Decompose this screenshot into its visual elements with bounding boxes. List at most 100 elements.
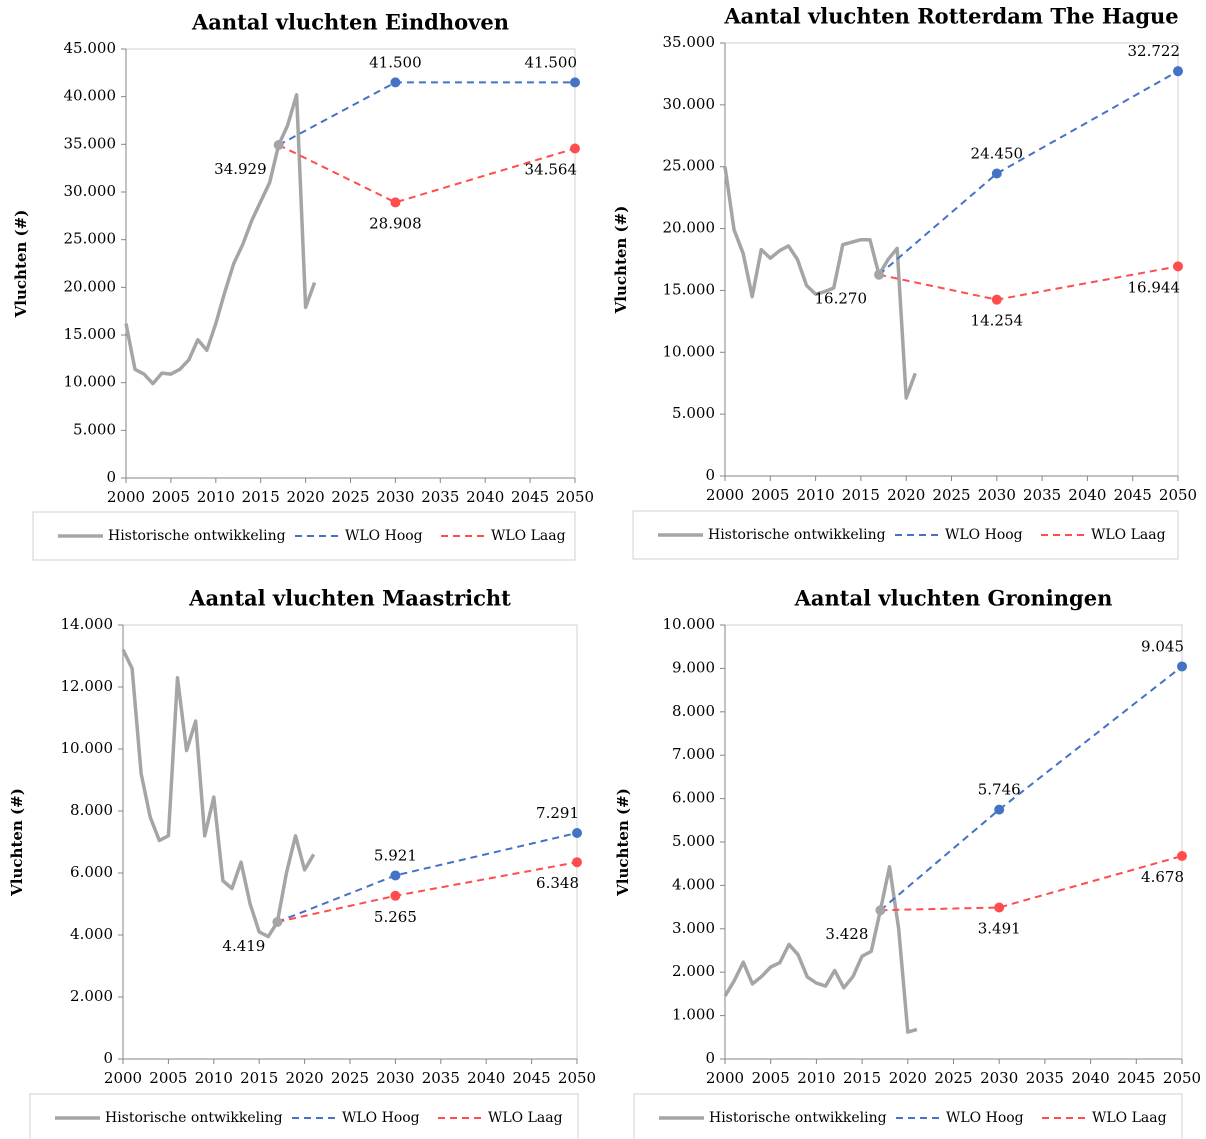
data-point xyxy=(570,143,580,154)
y-tick-label: 2.000 xyxy=(672,962,715,980)
x-tick-label: 2030 xyxy=(376,488,414,506)
plot-frame xyxy=(122,624,578,1060)
y-tick-label: 5.000 xyxy=(672,404,715,422)
x-tick-label: 2040 xyxy=(467,1069,505,1087)
data-label: 3.491 xyxy=(978,919,1021,937)
legend-box xyxy=(633,1093,1183,1139)
y-tick-label: 0 xyxy=(106,468,116,486)
x-tick-label: 2015 xyxy=(240,1069,278,1087)
y-tick-label: 0 xyxy=(705,1049,715,1067)
x-tick-label: 2035 xyxy=(422,1069,460,1087)
y-axis-label: Vluchten (#) xyxy=(612,206,630,315)
data-point xyxy=(390,77,401,88)
x-tick-label: 2040 xyxy=(1068,486,1106,504)
y-tick-label: 8.000 xyxy=(70,801,113,819)
data-point xyxy=(1177,850,1187,861)
x-tick-label: 2050 xyxy=(558,1069,596,1087)
legend-label: WLO Hoog xyxy=(946,1110,1024,1126)
y-tick-label: 0 xyxy=(705,466,715,484)
data-label: 14.254 xyxy=(971,312,1024,330)
data-label: 4.678 xyxy=(1141,868,1184,886)
y-tick-label: 30.000 xyxy=(64,182,117,200)
panel: Aantal vluchten Rotterdam The Hague Vluch… xyxy=(612,4,1197,560)
y-tick-label: 35.000 xyxy=(663,33,716,51)
series-line xyxy=(121,649,316,939)
x-tick-label: 2000 xyxy=(706,486,744,504)
data-point xyxy=(390,197,401,208)
series-line xyxy=(723,864,918,1034)
x-tick-label: 2045 xyxy=(511,488,549,506)
y-tick-label: 10.000 xyxy=(663,615,716,633)
data-point xyxy=(272,917,283,928)
data-point xyxy=(1173,261,1183,272)
data-label: 41.500 xyxy=(525,53,578,71)
y-tick-label: 12.000 xyxy=(61,677,114,695)
x-tick-label: 2010 xyxy=(797,486,835,504)
y-tick-label: 4.000 xyxy=(70,925,113,943)
x-tick-label: 2005 xyxy=(752,1069,790,1087)
y-tick-label: 20.000 xyxy=(64,277,117,295)
x-tick-label: 2045 xyxy=(1114,486,1152,504)
y-tick-label: 10.000 xyxy=(61,739,114,757)
x-tick-label: 2015 xyxy=(842,486,880,504)
y-tick-label: 3.000 xyxy=(672,919,715,937)
data-point xyxy=(273,140,284,151)
series-line xyxy=(723,166,917,400)
y-tick-label: 10.000 xyxy=(663,342,716,360)
data-label: 7.291 xyxy=(536,804,579,822)
y-tick-label: 6.000 xyxy=(70,863,113,881)
panel: Aantal vluchten Groningen Vluchten (#) 0 1.… xyxy=(614,586,1201,1139)
x-tick-label: 2025 xyxy=(331,1069,369,1087)
data-label: 5.265 xyxy=(374,908,417,926)
x-tick-label: 2030 xyxy=(376,1069,414,1087)
y-axis-label: Vluchten (#) xyxy=(8,788,26,897)
x-tick-label: 2000 xyxy=(104,1069,142,1087)
y-tick-label: 0 xyxy=(103,1049,113,1067)
data-point xyxy=(875,905,886,916)
x-tick-label: 2035 xyxy=(421,488,459,506)
data-label: 5.746 xyxy=(978,781,1021,799)
x-tick-label: 2015 xyxy=(242,488,280,506)
legend-label: WLO Laag xyxy=(491,528,566,544)
chart-title: Aantal vluchten Maastricht xyxy=(188,586,511,611)
x-tick-label: 2010 xyxy=(797,1069,835,1087)
x-tick-label: 2050 xyxy=(1159,486,1197,504)
chart-title: Aantal vluchten Groningen xyxy=(794,586,1113,611)
legend-label: WLO Hoog xyxy=(345,528,423,544)
data-label: 34.564 xyxy=(525,160,578,178)
data-point xyxy=(994,902,1005,913)
x-tick-label: 2020 xyxy=(287,488,325,506)
y-tick-label: 10.000 xyxy=(64,373,117,391)
data-point xyxy=(390,870,401,881)
x-tick-label: 2010 xyxy=(197,488,235,506)
series-line xyxy=(278,144,576,204)
chart-title: Aantal vluchten Eindhoven xyxy=(191,10,509,35)
legend-label: Historische ontwikkeling xyxy=(709,1110,887,1126)
y-tick-label: 4.000 xyxy=(672,875,715,893)
data-label: 9.045 xyxy=(1141,637,1184,655)
x-tick-label: 2040 xyxy=(466,488,504,506)
legend-label: WLO Laag xyxy=(488,1110,563,1126)
data-point xyxy=(991,294,1002,305)
y-axis-label: Vluchten (#) xyxy=(12,210,30,319)
y-tick-label: 8.000 xyxy=(672,702,715,720)
data-label: 16.270 xyxy=(815,290,868,308)
series-line xyxy=(880,855,1183,912)
legend-label: Historische ontwikkeling xyxy=(708,527,886,543)
y-tick-label: 5.000 xyxy=(73,420,116,438)
x-tick-label: 2005 xyxy=(751,486,789,504)
series-line xyxy=(277,861,578,923)
x-tick-label: 2030 xyxy=(980,1069,1018,1087)
y-tick-label: 7.000 xyxy=(672,745,715,763)
chart-title: Aantal vluchten Rotterdam The Hague xyxy=(723,4,1178,29)
data-point xyxy=(991,168,1002,179)
y-tick-label: 20.000 xyxy=(663,219,716,237)
data-point xyxy=(994,804,1005,815)
y-tick-label: 1.000 xyxy=(672,1006,715,1024)
x-tick-label: 2025 xyxy=(331,488,369,506)
legend-box xyxy=(32,511,576,561)
data-point xyxy=(874,269,885,280)
x-tick-label: 2000 xyxy=(706,1069,744,1087)
series-line xyxy=(879,665,1183,911)
